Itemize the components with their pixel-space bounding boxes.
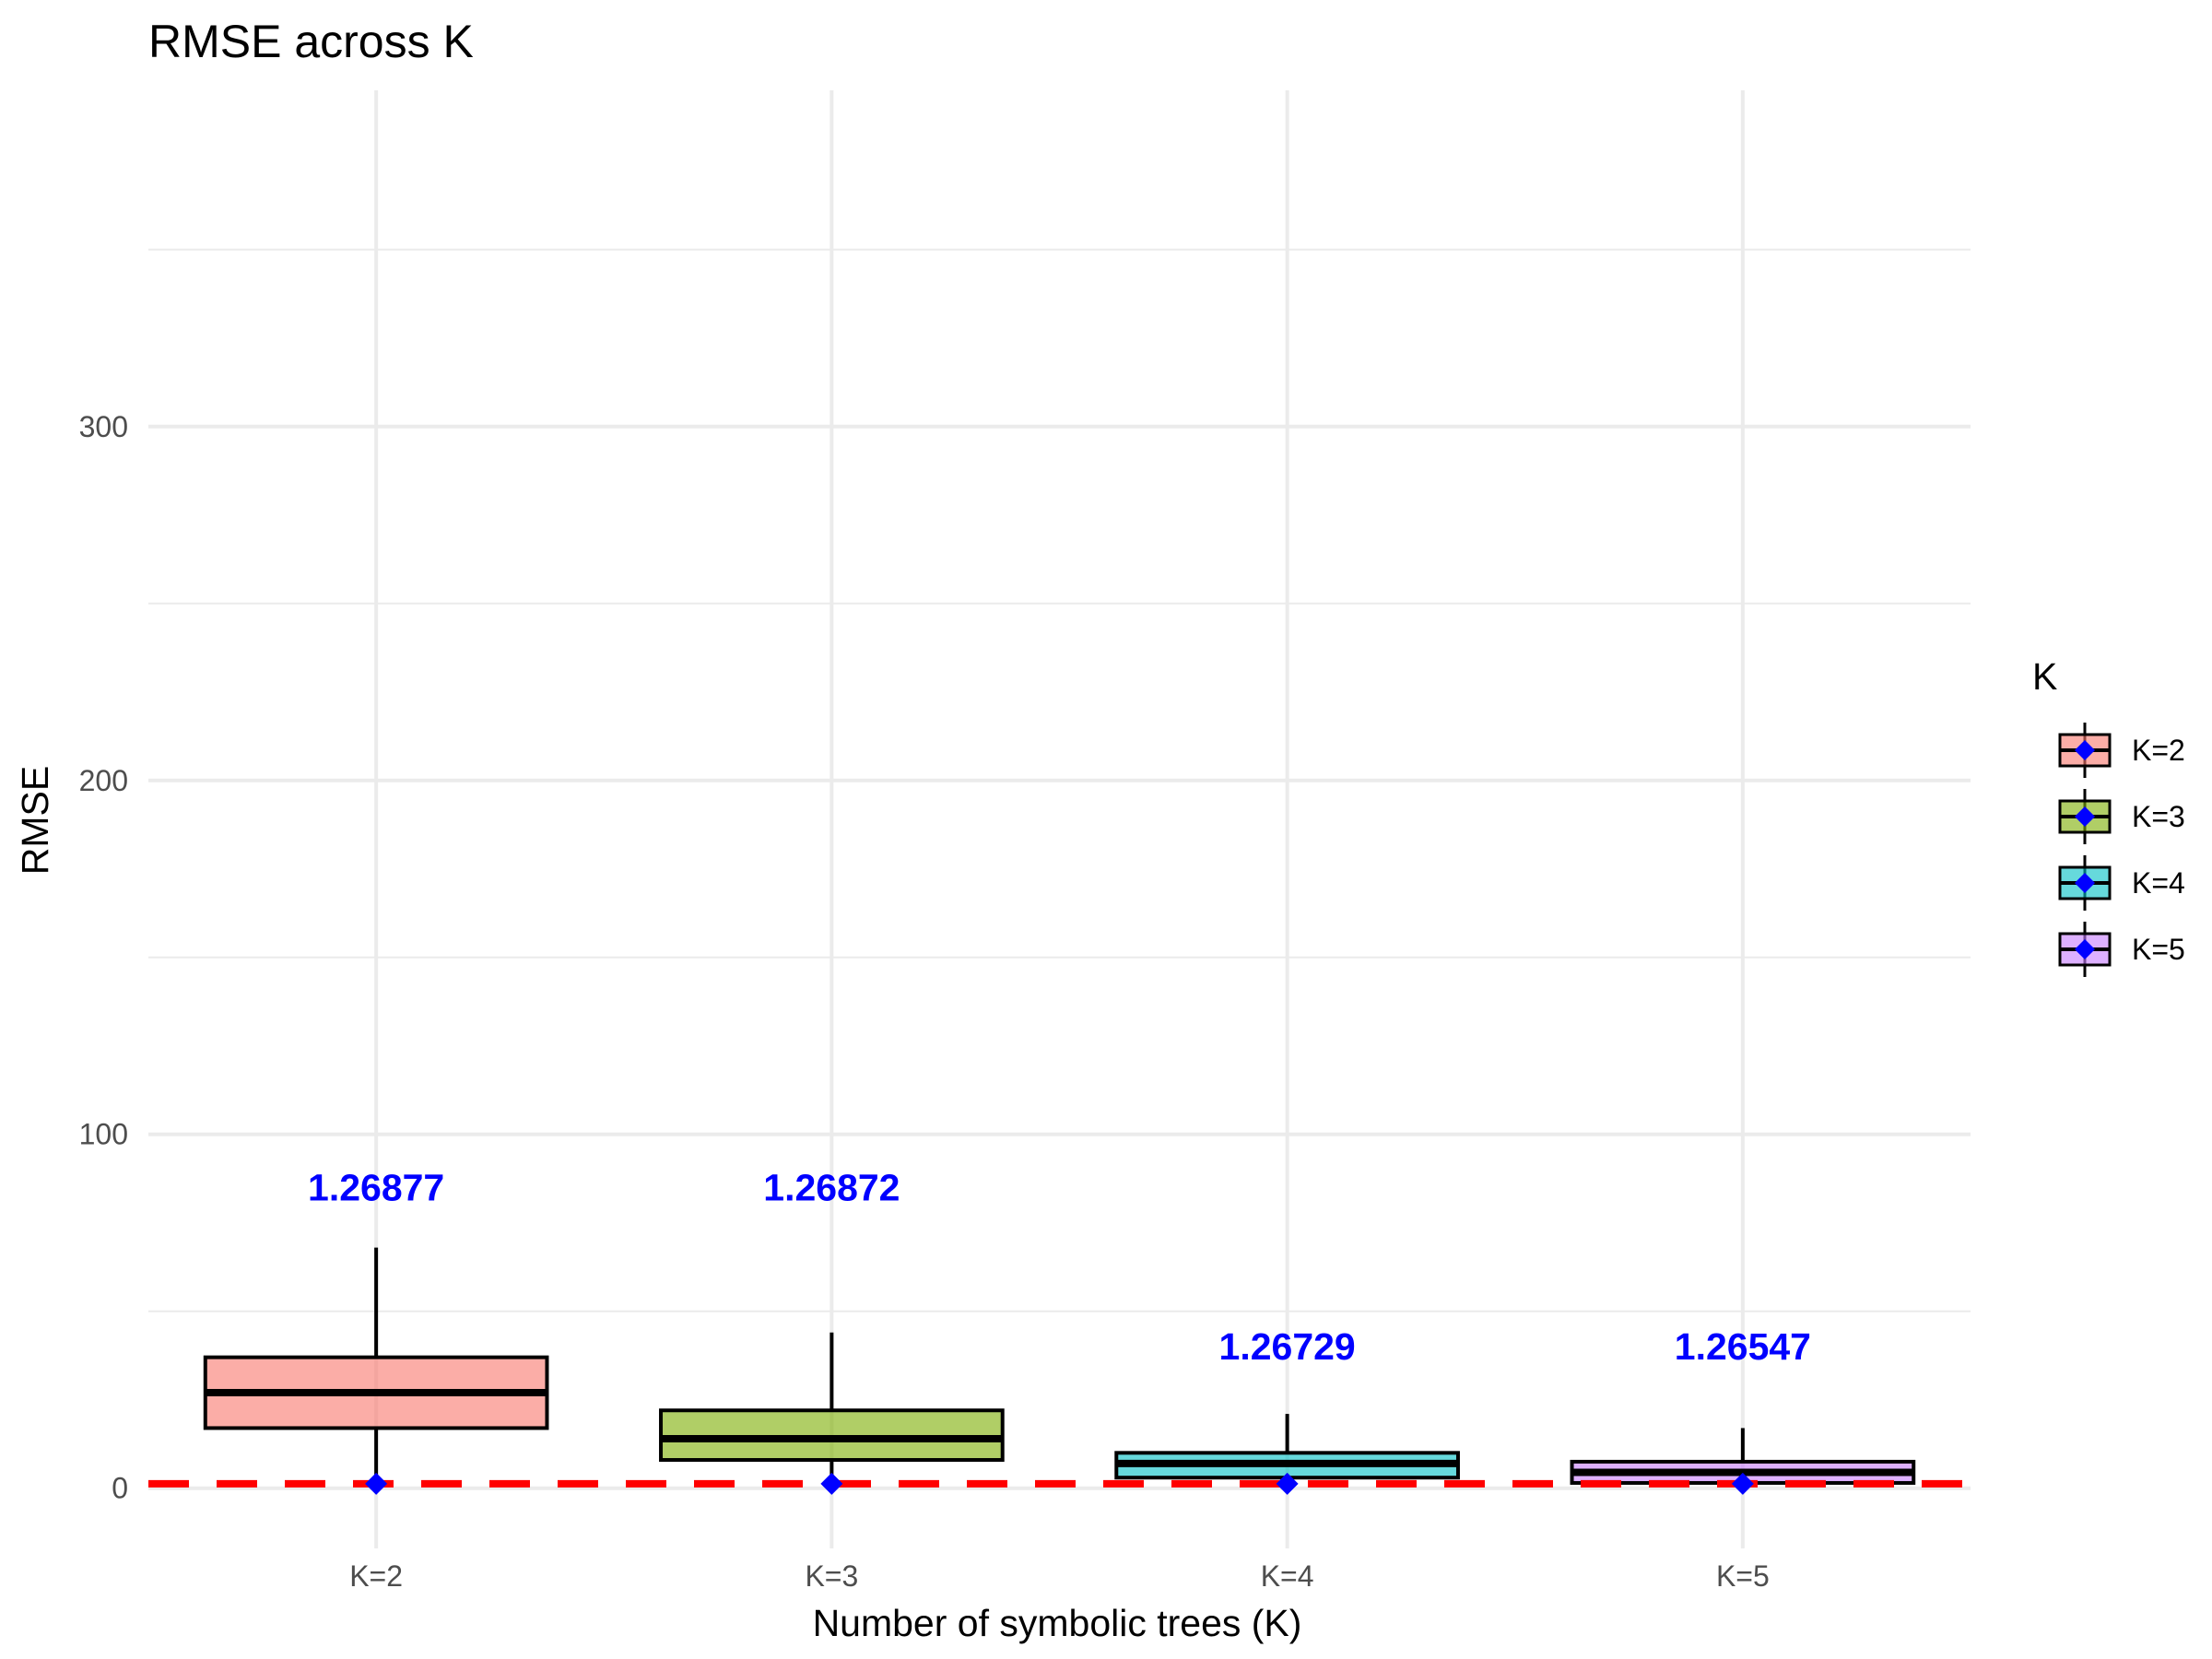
legend-mean-marker xyxy=(2075,740,2095,760)
legend-key-k3: K=3 xyxy=(2058,789,2185,844)
box-k3 xyxy=(659,1332,1005,1484)
x-tick-label: K=5 xyxy=(1716,1559,1770,1593)
mean-markers xyxy=(365,1472,1754,1495)
grid xyxy=(148,90,1971,1548)
legend-key-k2: K=2 xyxy=(2058,723,2185,778)
x-axis-title: Number of symbolic trees (K) xyxy=(813,1602,1302,1644)
mean-marker xyxy=(1731,1472,1754,1495)
box-k2 xyxy=(203,1247,549,1484)
legend-label: K=5 xyxy=(2132,933,2185,966)
mean-marker xyxy=(365,1472,388,1495)
x-tick-label: K=4 xyxy=(1261,1559,1314,1593)
mean-marker xyxy=(820,1472,843,1495)
legend-mean-marker xyxy=(2075,873,2095,893)
y-tick-label: 200 xyxy=(79,764,128,797)
y-axis-ticks: 0 100 200 300 xyxy=(79,410,128,1505)
mean-label: 1.26547 xyxy=(1675,1325,1811,1368)
y-axis-title: RMSE xyxy=(14,766,56,875)
y-tick-label: 100 xyxy=(79,1118,128,1151)
legend-label: K=2 xyxy=(2132,734,2185,767)
legend-key-k5: K=5 xyxy=(2058,922,2185,977)
chart-title: RMSE across K xyxy=(148,16,474,67)
mean-label: 1.26872 xyxy=(763,1166,900,1208)
x-tick-label: K=3 xyxy=(805,1559,858,1593)
mean-marker xyxy=(1276,1472,1299,1495)
legend-key-k4: K=4 xyxy=(2058,855,2185,911)
legend: K K=2 K=3 K=4 K=5 xyxy=(2032,655,2185,977)
legend-mean-marker xyxy=(2075,806,2095,827)
legend-label: K=3 xyxy=(2132,800,2185,833)
legend-title: K xyxy=(2032,655,2057,698)
mean-label: 1.26877 xyxy=(308,1166,444,1208)
y-tick-label: 0 xyxy=(112,1472,128,1505)
y-tick-label: 300 xyxy=(79,410,128,443)
x-tick-label: K=2 xyxy=(349,1559,403,1593)
boxes xyxy=(203,1247,1916,1485)
mean-labels: 1.26877 1.26872 1.26729 1.26547 xyxy=(308,1166,1811,1368)
x-axis-ticks: K=2 K=3 K=4 K=5 xyxy=(349,1559,1770,1593)
legend-mean-marker xyxy=(2075,939,2095,959)
legend-label: K=4 xyxy=(2132,866,2185,900)
mean-label: 1.26729 xyxy=(1219,1325,1356,1368)
